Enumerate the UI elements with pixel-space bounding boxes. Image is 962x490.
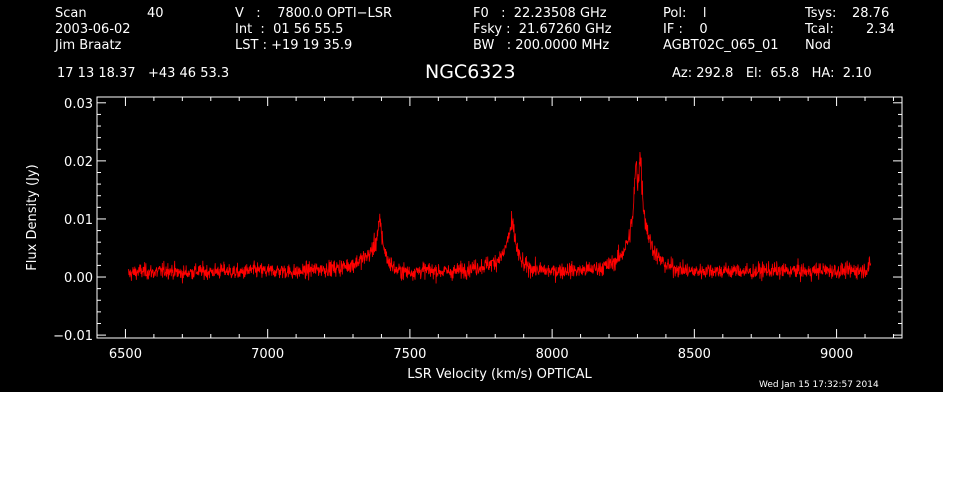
observation-date: 2003-06-02 xyxy=(55,22,131,37)
scan-label: Scan xyxy=(55,6,87,21)
observing-mode: Nod xyxy=(805,38,831,53)
y-tick-label: 0.00 xyxy=(64,271,93,286)
y-tick-label: 0.03 xyxy=(64,97,93,112)
y-tick-label: 0.02 xyxy=(64,155,93,170)
source-coordinates: 17 13 18.37 +43 46 53.3 xyxy=(57,66,230,81)
if-number: IF : 0 xyxy=(663,22,708,37)
spectrum-chart: 6500 7000 7500 8000 8500 9000 −0.01 0.00 0.01 0.0… xyxy=(25,96,903,382)
x-tick-label: 6500 xyxy=(109,347,142,362)
x-tick-label: 7000 xyxy=(251,347,284,362)
source-name: NGC6323 xyxy=(425,61,516,83)
plot-panel: Scan 40 2003-06-02 Jim Braatz V : 7800.0… xyxy=(0,0,943,392)
sky-frequency: Fsky : 21.67260 GHz xyxy=(473,22,612,37)
plot-timestamp: Wed Jan 15 17:32:57 2014 xyxy=(759,380,879,390)
y-axis-label: Flux Density (Jy) xyxy=(25,164,40,270)
x-tick-label: 8500 xyxy=(678,347,711,362)
project-id: AGBT02C_065_01 xyxy=(663,38,779,53)
tcal-value: 2.34 xyxy=(866,22,895,37)
observer-name: Jim Braatz xyxy=(55,38,122,53)
spectrum-trace xyxy=(127,152,872,284)
polarization: Pol: l xyxy=(663,6,707,21)
lst-info: LST : +19 19 35.9 xyxy=(235,38,353,53)
x-tick-label: 8000 xyxy=(536,347,569,362)
spectrum-trace-layer xyxy=(127,152,872,284)
plot-frame xyxy=(96,96,903,339)
tcal-label: Tcal: xyxy=(805,22,834,37)
x-tick-label: 9000 xyxy=(820,347,853,362)
axis-labels: 6500 7000 7500 8000 8500 9000 −0.01 0.00 0.01 0.0… xyxy=(25,97,853,382)
bandwidth: BW : 200.0000 MHz xyxy=(473,38,610,53)
x-tick-label: 7500 xyxy=(393,347,426,362)
scan-number: 40 xyxy=(147,6,164,21)
y-tick-label: −0.01 xyxy=(53,329,93,344)
velocity-info: V : 7800.0 OPTI−LSR xyxy=(235,6,393,21)
rest-frequency: F0 : 22.23508 GHz xyxy=(473,6,607,21)
axes xyxy=(96,96,903,339)
tsys-label: Tsys: xyxy=(805,6,837,21)
x-axis-label: LSR Velocity (km/s) OPTICAL xyxy=(407,367,592,382)
y-tick-label: 0.01 xyxy=(64,213,93,228)
integration-time: Int : 01 56 55.5 xyxy=(235,22,344,37)
pointing-info: Az: 292.8 El: 65.8 HA: 2.10 xyxy=(672,66,872,81)
tsys-value: 28.76 xyxy=(852,6,890,21)
